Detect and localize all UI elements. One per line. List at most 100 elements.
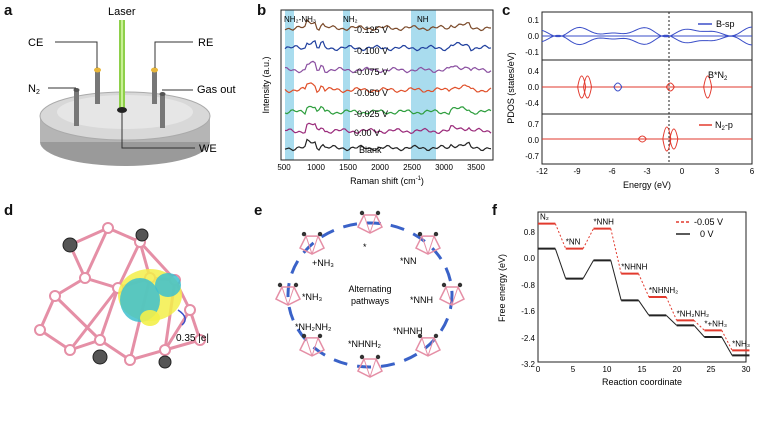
fe-ytick: -0.8 — [521, 281, 535, 290]
fe-connector — [665, 296, 678, 321]
pdos-xtick: 3 — [715, 167, 720, 176]
raman-xtick: 1500 — [339, 163, 357, 172]
fe-connector — [554, 223, 567, 249]
pdos-ytick: 0.0 — [528, 136, 540, 145]
pdos-ytick: -0.1 — [525, 48, 539, 57]
pdos-n2p-peak — [637, 135, 647, 143]
panel-c: c B-sp B*N2 N2-p 0.1 0.0 -0.1 0.4 0.0 -0… — [500, 0, 768, 200]
pdos-chart: B-sp B*N2 N2-p 0.1 0.0 -0.1 0.4 0.0 -0.4… — [506, 11, 755, 190]
raman-series-3 — [284, 82, 492, 94]
fe-step-label: *NHNH₂ — [649, 286, 678, 295]
fe-connector — [638, 300, 650, 316]
pdos-ytick: 0.0 — [528, 32, 540, 41]
pdos-xtick: -6 — [608, 167, 616, 176]
fe-connector — [582, 260, 594, 279]
panel-d: d 0.35 |e| — [0, 200, 250, 390]
panel-a: a Laser CE RE N2 Gas out WE — [0, 0, 255, 200]
fe-step-label: *NH₃ — [732, 339, 750, 348]
panel-f-label: f — [492, 202, 497, 219]
pdos-n2p-peak — [669, 128, 679, 150]
fe-ytick: 0.0 — [524, 254, 536, 263]
intermediate-label: * — [363, 242, 367, 252]
pdos-ytick: 0.0 — [528, 83, 540, 92]
cluster-icon — [356, 354, 384, 378]
fe-connector — [554, 248, 567, 279]
cluster-icon — [299, 333, 326, 357]
free-energy-chart: N₂ *NN *NNH *NHNH *NHNH₂ *NH₂NH₂*+NH₃ *NH₃ -0.… — [497, 211, 751, 387]
pdos-xtick: -3 — [643, 167, 651, 176]
intermediate-label: *NH₃ — [302, 292, 323, 302]
potential-label-0: -0.125 V — [354, 25, 388, 35]
raman-series-6 — [284, 138, 492, 152]
pdos-xtick: -9 — [573, 167, 581, 176]
raman-xtick: 3000 — [435, 163, 453, 172]
legend-n2p: N2-p — [715, 120, 733, 132]
panel-a-label: a — [4, 2, 13, 19]
band-nh — [411, 10, 436, 160]
potential-label-2: -0.075 V — [354, 67, 388, 77]
potential-label-3: -0.050 V — [354, 88, 388, 98]
pdos-bsp-up — [541, 26, 753, 38]
pdos-bn2-peak — [613, 82, 623, 92]
potential-label-5: 0.00 V — [354, 128, 380, 138]
fe-ytick: -2.4 — [521, 334, 535, 343]
raman-series-2 — [284, 60, 492, 74]
cluster-icon — [299, 231, 326, 255]
band-label-nh2: NH₂ — [343, 15, 358, 24]
fe-step-label: *NNH — [593, 218, 614, 227]
potential-label-6: Blank — [359, 145, 382, 155]
pdos-xlabel: Energy (eV) — [623, 180, 671, 190]
intermediate-label: *NNH — [410, 295, 433, 305]
raman-xtick: 2500 — [403, 163, 421, 172]
n2-inlet-label: N2 — [28, 83, 40, 96]
intermediate-label: *NHNH₂ — [348, 339, 382, 349]
panel-b-label: b — [257, 2, 267, 19]
fe-ylabel: Free energy (eV) — [497, 254, 507, 322]
fe-xtick: 0 — [536, 365, 541, 374]
we-label: WE — [199, 143, 217, 155]
pdos-ylabel: PDOS (states/eV) — [506, 52, 516, 124]
charge-density-structure: 0.35 |e| — [34, 222, 209, 369]
raman-series-4 — [284, 105, 492, 116]
fe-connector — [721, 336, 733, 356]
fe-xtick: 15 — [638, 365, 647, 374]
potential-label-1: -0.100 V — [354, 46, 388, 56]
fe-connector — [693, 319, 705, 331]
pdos-bn2-peak — [665, 82, 675, 92]
fe-connector — [693, 325, 705, 338]
pathway-center-1: Alternating — [348, 284, 391, 294]
legend-0v: 0 V — [700, 229, 714, 239]
fe-ytick: -1.6 — [521, 307, 535, 316]
raman-xlabel: Raman shift (cm-1) — [350, 176, 424, 186]
fe-xtick: 10 — [603, 365, 612, 374]
fe-step-label: *+NH₃ — [704, 319, 727, 328]
band-label-nh2-nh3: NH₂-NH₃ — [284, 15, 316, 24]
fe-xtick: 20 — [673, 365, 682, 374]
fe-ytick: 0.8 — [524, 228, 536, 237]
fe-xtick: 25 — [707, 365, 716, 374]
band-label-nh: NH — [417, 15, 429, 24]
pdos-xtick: -12 — [536, 167, 548, 176]
panel-f: f N₂ *NN *NNH *NHNH *NHNH₂ *NH₂NH₂ *+NH₃ *NH₃ -… — [490, 200, 768, 390]
cluster-icon — [414, 231, 441, 255]
pdos-xtick: 6 — [750, 167, 755, 176]
pdos-bn2-peak — [583, 75, 593, 99]
pdos-ytick: 0.7 — [528, 120, 540, 129]
legend-bn2: B*N2 — [708, 70, 728, 82]
raman-series-0 — [284, 18, 492, 32]
pdos-ytick: -0.4 — [525, 99, 539, 108]
cluster-icon — [414, 333, 441, 357]
fe-connector — [638, 273, 650, 298]
fe-xtick: 30 — [742, 365, 751, 374]
band-nh2-nh3 — [285, 10, 294, 160]
fe-ytick: -3.2 — [521, 360, 535, 369]
potential-label-4: -0.025 V — [354, 109, 388, 119]
fe-step-label: *NHNH — [621, 263, 647, 272]
intermediate-label: *NH₂NH₂ — [295, 322, 332, 332]
legend-neg005: -0.05 V — [694, 217, 723, 227]
re-label: RE — [198, 37, 213, 49]
raman-series-5 — [284, 122, 492, 135]
cluster-icon — [356, 210, 384, 234]
pdos-n2p-peak — [662, 126, 672, 152]
raman-ylabel: Intensity (a.u.) — [261, 56, 271, 113]
